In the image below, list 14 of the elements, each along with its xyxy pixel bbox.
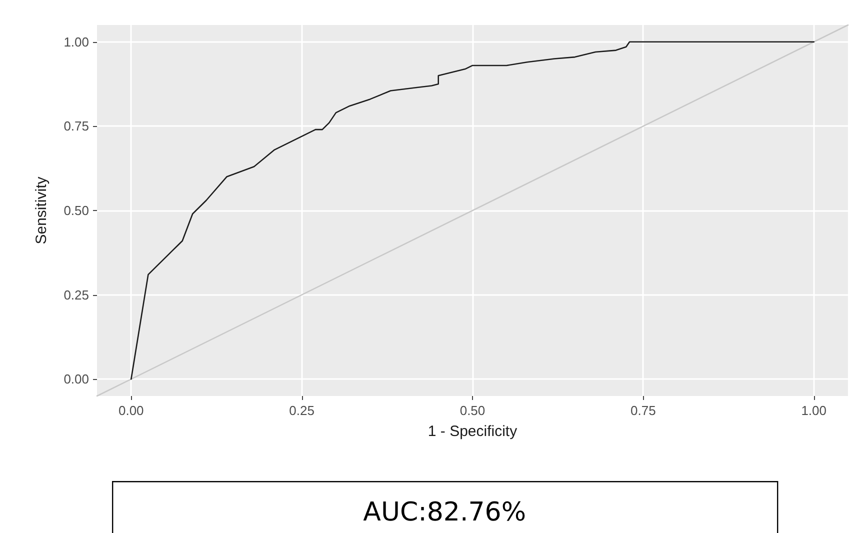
x-tick-label: 0.00 (118, 403, 144, 418)
y-tick-label: 1.00 (64, 34, 89, 50)
x-tick-label: 1.00 (801, 403, 827, 418)
line-series (130, 41, 815, 380)
x-tick-label: 0.25 (289, 403, 314, 418)
x-tick-label: 0.50 (460, 403, 486, 418)
text: AUC:82.76% (363, 498, 526, 528)
y-tick-label: 0.50 (64, 203, 89, 218)
y-axis-title: Sensitivity (33, 176, 50, 244)
x-tick-label: 0.75 (630, 403, 656, 418)
y-tick-label: 0.00 (64, 372, 89, 387)
y-tick-label: 0.25 (64, 287, 89, 302)
y-tick-label: 0.75 (64, 118, 89, 134)
x-axis-title: 1 - Specificity (428, 423, 518, 440)
